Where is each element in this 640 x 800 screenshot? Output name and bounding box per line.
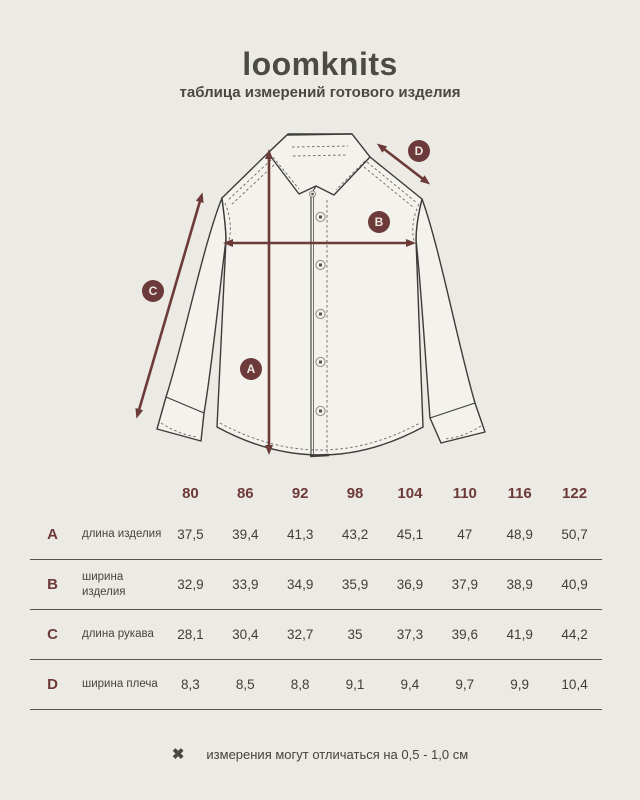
tolerance-note-text: измерения могут отличаться на 0,5 - 1,0 …: [206, 746, 469, 762]
measure-label: ширина изделия: [82, 570, 126, 598]
size-header-row: 80 86 92 98 104 110 116 122: [30, 476, 602, 510]
measure-value: 35: [347, 627, 363, 642]
size-col-header: 104: [397, 484, 423, 502]
marker-badge-d: D: [408, 140, 430, 162]
measure-value: 36,9: [396, 577, 424, 592]
size-col-header: 110: [452, 484, 477, 502]
measurement-arrows: [135, 143, 431, 455]
marker-badge-b: B: [368, 211, 390, 233]
measure-value: 35,9: [341, 577, 369, 592]
measure-value: 43,2: [341, 527, 369, 542]
measurements-table: 80 86 92 98 104 110 116 122 A длина изде…: [30, 476, 602, 710]
table-row-b: B ширина изделия 32,9 33,9 34,9 35,9 36,…: [30, 560, 602, 610]
row-letter: B: [47, 576, 58, 593]
arrow-d-shoulder: [376, 143, 431, 185]
measure-label: длина изделия: [82, 528, 162, 541]
measure-value: 9,4: [400, 677, 420, 692]
measure-value: 34,9: [287, 577, 314, 592]
shirt-measurement-diagram: A B C D: [135, 133, 486, 458]
size-col-header: 92: [291, 484, 309, 502]
measure-value: 39,4: [232, 527, 259, 542]
measure-value: 32,7: [287, 627, 314, 642]
shirt-collar: [267, 133, 371, 196]
measure-value: 47: [457, 527, 473, 542]
row-letter: D: [47, 676, 58, 693]
table-row-c: C длина рукава 28,1 30,4 32,7 35 37,3 39…: [30, 610, 602, 660]
measure-value: 8,8: [290, 677, 310, 692]
brand-logo: loomknits: [242, 46, 398, 82]
measure-value: 8,3: [181, 677, 200, 692]
measure-value: 44,2: [561, 627, 588, 642]
measure-value: 37,9: [451, 577, 478, 592]
row-letter: A: [47, 526, 58, 543]
shirt-buttons: [309, 190, 326, 417]
measure-value: 38,9: [506, 577, 533, 592]
measure-value: 48,9: [506, 527, 533, 542]
marker-badge-c: C: [142, 280, 164, 302]
svg-text:D: D: [415, 144, 424, 158]
measure-value: 9,7: [455, 677, 475, 692]
row-letter: C: [47, 626, 58, 643]
table-row-d: D ширина плеча 8,3 8,5 8,8 9,1 9,4 9,7 9…: [30, 660, 602, 710]
measure-value: 9,1: [345, 677, 365, 692]
measure-value: 40,9: [561, 577, 588, 592]
measure-value: 9,9: [510, 677, 530, 692]
size-col-header: 80: [182, 484, 199, 502]
size-col-header: 86: [236, 484, 254, 502]
asterisk-icon: ✖: [171, 746, 185, 763]
measure-value: 8,5: [235, 677, 255, 692]
svg-text:B: B: [375, 215, 384, 229]
measure-value: 28,1: [177, 627, 204, 642]
measure-value: 41,3: [287, 527, 314, 542]
svg-text:A: A: [247, 362, 256, 376]
measure-value: 33,9: [232, 577, 259, 592]
svg-text:C: C: [149, 284, 158, 298]
measure-value: 41,9: [506, 627, 533, 642]
measure-value: 30,4: [232, 627, 259, 642]
marker-badge-a: A: [240, 358, 262, 380]
measure-value: 32,9: [177, 577, 204, 592]
measure-label: длина рукава: [82, 628, 154, 641]
arrow-c-sleeve: [135, 192, 204, 419]
size-col-header: 116: [507, 484, 532, 502]
measure-value: 37,3: [396, 627, 424, 642]
measure-value: 50,7: [561, 527, 588, 542]
size-col-header: 98: [346, 484, 364, 502]
measure-value: 37,5: [177, 527, 204, 542]
measure-value: 45,1: [396, 527, 424, 542]
table-row-a: A длина изделия 37,5 39,4 41,3 43,2 45,1…: [30, 510, 602, 560]
measure-value: 39,6: [451, 627, 478, 642]
size-col-header: 122: [562, 484, 588, 502]
measure-label: ширина плеча: [82, 678, 158, 691]
measure-value: 10,4: [561, 677, 588, 692]
tolerance-note: ✖ измерения могут отличаться на 0,5 - 1,…: [0, 745, 640, 763]
page-title: таблица измерений готового изделия: [179, 84, 461, 101]
